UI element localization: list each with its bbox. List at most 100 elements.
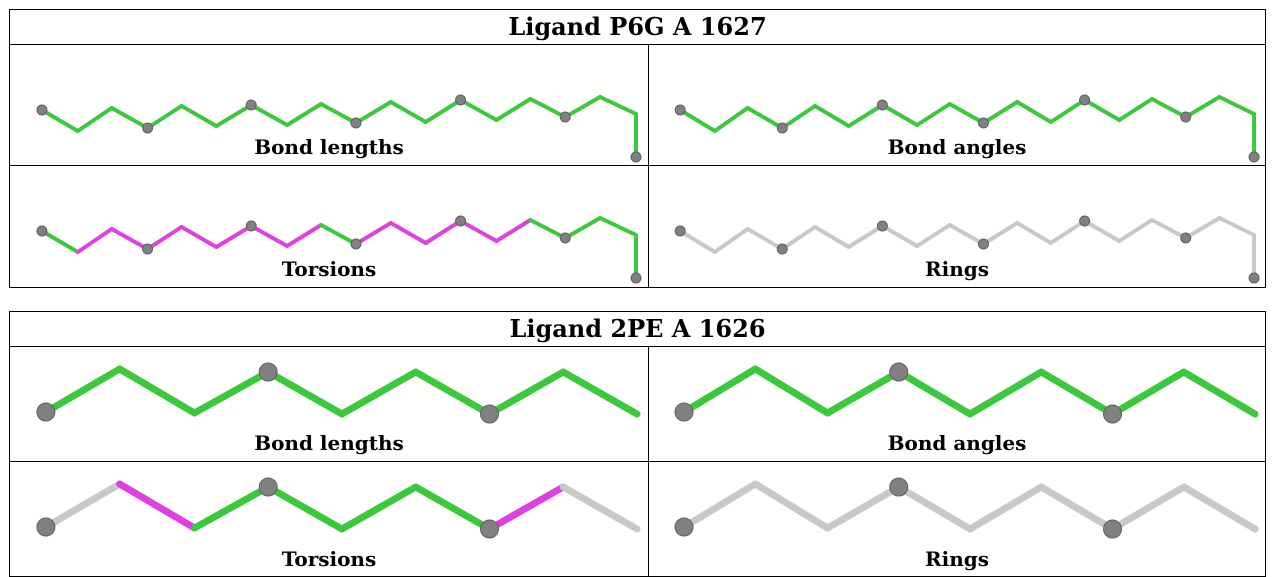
bond (494, 97, 533, 122)
bond (1180, 368, 1259, 418)
bond (981, 221, 1020, 246)
bond (190, 368, 272, 417)
bond (264, 368, 346, 418)
ligand-title: Ligand 2PE A 1626 (10, 312, 1265, 347)
bond (494, 218, 533, 243)
bond (1048, 219, 1087, 245)
molecule-diagram (674, 477, 1259, 539)
bond (598, 216, 639, 237)
bond (412, 368, 493, 418)
bond (751, 365, 832, 417)
atom (776, 243, 788, 255)
bond (528, 97, 568, 119)
atom (479, 519, 499, 539)
bond (812, 104, 851, 128)
atom (674, 402, 694, 422)
panel-caption: Bond lengths (254, 135, 404, 159)
ligand-table-2pe: Ligand 2PE A 1626 Bond lengths Bond angl… (9, 311, 1266, 577)
bond-angles-panel: Bond angles (648, 347, 1265, 462)
bond (751, 480, 832, 532)
atom (977, 238, 989, 250)
atom (455, 215, 467, 227)
bond (1109, 368, 1188, 418)
atom (36, 225, 48, 237)
bond (412, 483, 493, 533)
atom (1079, 215, 1091, 227)
bond (39, 229, 80, 254)
molecule-diagram (36, 215, 642, 284)
panel-caption: Rings (924, 547, 989, 571)
atom (630, 272, 642, 284)
ligand-title: Ligand P6G A 1627 (10, 10, 1265, 45)
torsions-panel: Torsions (10, 462, 648, 577)
bond (42, 480, 124, 531)
torsions-panel: Torsions (10, 166, 648, 287)
atom (559, 111, 571, 123)
atom (1248, 151, 1260, 163)
bond (678, 229, 717, 254)
panel-caption: Rings (924, 257, 989, 281)
bond (1109, 483, 1188, 533)
bond (319, 102, 358, 125)
atom (977, 117, 989, 129)
bond (563, 216, 603, 240)
bond (824, 368, 903, 417)
atom (258, 477, 278, 497)
atom (876, 220, 888, 232)
bond (846, 224, 885, 249)
bond (846, 103, 885, 128)
bond (338, 368, 420, 418)
bond (458, 219, 499, 243)
rings-panel: Rings (648, 166, 1265, 287)
bond (780, 104, 817, 130)
bond (680, 365, 759, 416)
bond (485, 483, 567, 533)
bond (895, 368, 974, 418)
bond (915, 102, 952, 127)
bond (745, 227, 785, 251)
bond (249, 103, 290, 127)
bond (353, 100, 393, 125)
rings-panel: Rings (648, 462, 1265, 577)
bond (947, 223, 986, 246)
bond (981, 100, 1020, 125)
bond (712, 106, 750, 133)
atom (245, 220, 257, 232)
bond (812, 225, 851, 249)
atom (674, 225, 686, 237)
bond (1037, 368, 1117, 418)
bond (563, 95, 603, 119)
atom (1103, 519, 1123, 539)
bond (1015, 100, 1053, 124)
bond (559, 483, 641, 533)
bond (780, 225, 817, 251)
atom (245, 99, 257, 111)
bond (1037, 483, 1117, 533)
atom (1180, 232, 1192, 244)
bond (1150, 97, 1188, 119)
molecule-diagram (36, 477, 641, 539)
atom (876, 99, 888, 111)
bond (388, 221, 428, 245)
bond (1117, 97, 1155, 122)
atom (36, 517, 56, 537)
atom (1079, 94, 1091, 106)
bond (1150, 218, 1188, 240)
bond (75, 106, 114, 133)
bond (116, 365, 198, 417)
bond (190, 483, 272, 532)
bond-lengths-panel: Bond lengths (10, 45, 648, 166)
bond (1015, 221, 1053, 245)
bond (966, 368, 1045, 418)
bond (915, 223, 952, 248)
bond (485, 368, 567, 418)
panel-caption: Bond lengths (254, 431, 404, 455)
bond (712, 227, 750, 254)
molecule-diagram (674, 362, 1259, 424)
ligand-table-p6g: Ligand P6G A 1627 Bond lengths Bond angl… (9, 9, 1266, 288)
bond (42, 365, 124, 416)
bond (880, 103, 920, 127)
panel-caption: Bond angles (887, 431, 1027, 455)
bond (966, 483, 1045, 533)
bond (1217, 216, 1257, 237)
